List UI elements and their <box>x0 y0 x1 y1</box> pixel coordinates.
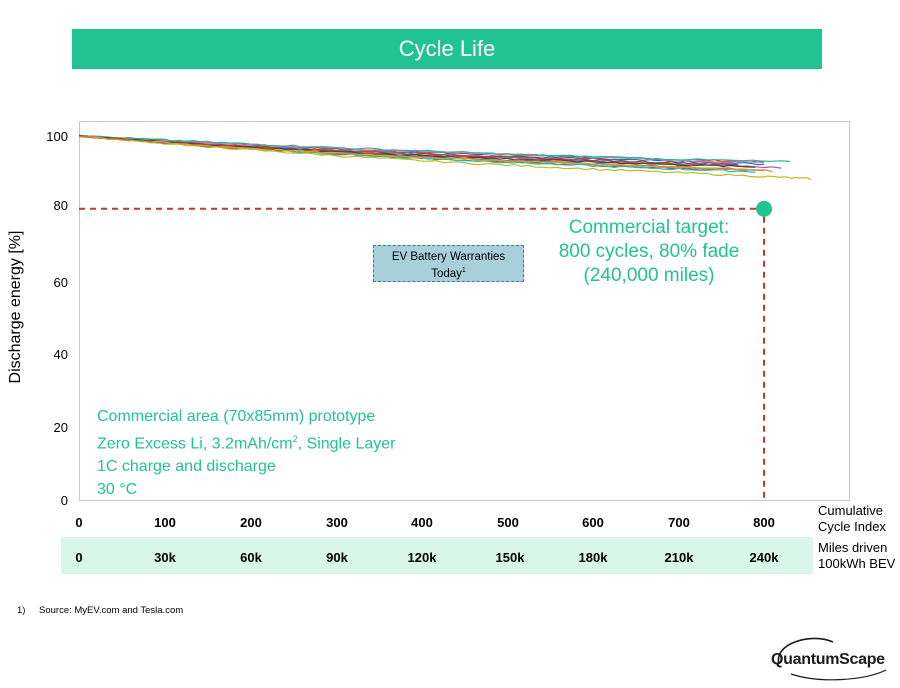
miles-tick-label: 150k <box>495 550 525 565</box>
miles-tick-label: 180k <box>578 550 608 565</box>
test-conditions: Commercial area (70x85mm) prototype Zero… <box>97 405 395 501</box>
series-layer <box>78 134 812 181</box>
miles-tick-label: 90k <box>326 550 348 565</box>
target-point <box>756 200 773 217</box>
x-tick-label: 200 <box>240 515 262 530</box>
target-annotation: Commercial target: 800 cycles, 80% fade … <box>540 216 758 288</box>
warranty-line-2: Today1 <box>374 264 523 281</box>
note-line: Zero Excess Li, 3.2mAh/cm2, Single Layer <box>97 428 395 455</box>
note-text: , Single Layer <box>297 435 396 453</box>
x-axis-title: Cumulative Cycle Index <box>818 503 886 535</box>
warranty-callout: EV Battery Warranties Today1 <box>373 245 524 282</box>
logo-swoosh-icon <box>777 637 887 681</box>
y-tick-label: 100 <box>46 129 68 144</box>
x-axis-title-line: Cycle Index <box>818 519 886 534</box>
x-tick-label: 0 <box>75 515 83 530</box>
y-axis-label: Discharge energy [%] <box>7 230 24 384</box>
series-line-14 <box>78 136 764 171</box>
x-axis-title-line: Cumulative <box>818 503 884 518</box>
miles-axis-title-line: Miles driven <box>818 540 888 555</box>
miles-tick-label: 0 <box>75 550 83 565</box>
series-line-12 <box>78 134 739 166</box>
y-tick-label: 20 <box>53 420 68 435</box>
target-line: 800 cycles, 80% fade <box>558 241 740 262</box>
x-tick-label: 600 <box>582 515 604 530</box>
quantumscape-logo: QuantumScape <box>771 634 900 684</box>
x-tick-label: 500 <box>497 515 519 530</box>
warranty-today: Today <box>431 267 462 280</box>
note-text: Zero Excess Li, 3.2mAh/cm <box>97 435 293 453</box>
x-tick-label: 400 <box>411 515 433 530</box>
x-tick-label: 300 <box>326 515 348 530</box>
miles-tick-label: 240k <box>749 550 779 565</box>
logo-wordmark: QuantumScape <box>771 651 885 668</box>
footnote-marker: 1 <box>461 267 466 274</box>
target-line: (240,000 miles) <box>583 265 715 286</box>
y-tick-label: 60 <box>53 275 68 290</box>
series-line-13 <box>78 135 756 168</box>
y-tick-label: 40 <box>53 347 68 362</box>
note-line: Commercial area (70x85mm) prototype <box>97 408 376 425</box>
miles-tick-label: 210k <box>664 550 694 565</box>
footnote: 1) Source: MyEV.com and Tesla.com <box>17 605 183 616</box>
miles-axis-title: Miles driven 100kWh BEV <box>818 540 895 572</box>
warranty-line-1: EV Battery Warranties <box>391 251 506 263</box>
note-line: 30 °C <box>97 481 138 499</box>
note-line: 1C charge and discharge <box>97 458 276 476</box>
target-line: Commercial target: <box>568 217 730 238</box>
x-tick-label: 700 <box>668 515 690 530</box>
footnote-number: 1) <box>17 605 26 616</box>
miles-band <box>61 537 813 574</box>
y-tick-label: 0 <box>60 493 68 508</box>
miles-tick-label: 120k <box>407 550 437 565</box>
note-superscript: 2 <box>292 434 298 444</box>
series-line-11 <box>78 135 790 162</box>
y-tick-label: 80 <box>53 198 68 213</box>
x-tick-label: 100 <box>154 515 176 530</box>
slide-title: Cycle Life <box>72 29 822 69</box>
miles-tick-label: 30k <box>154 550 176 565</box>
footnote-text: Source: MyEV.com and Tesla.com <box>39 605 184 616</box>
reference-layer <box>79 200 773 500</box>
plot-frame <box>79 121 850 501</box>
x-tick-label: 800 <box>753 515 775 530</box>
miles-axis-title-line: 100kWh BEV <box>818 556 896 571</box>
miles-tick-label: 60k <box>240 550 262 565</box>
